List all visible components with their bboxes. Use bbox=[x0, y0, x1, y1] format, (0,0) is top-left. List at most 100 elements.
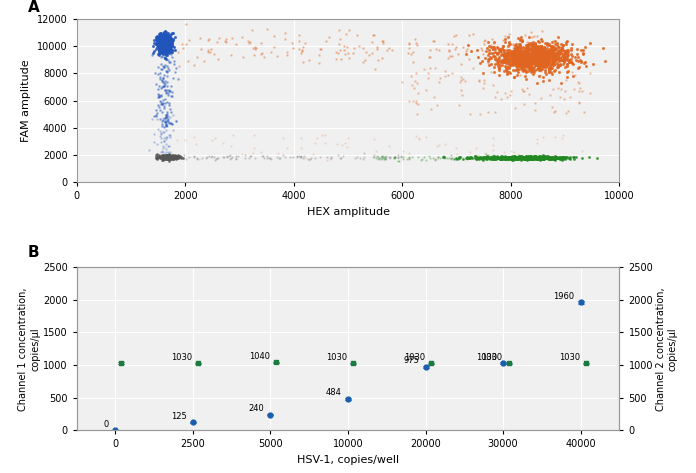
Point bbox=[454, 153, 466, 161]
Point bbox=[538, 73, 549, 80]
Point bbox=[550, 155, 561, 162]
Point bbox=[541, 47, 553, 55]
Point bbox=[577, 51, 588, 58]
Point bbox=[182, 57, 193, 65]
Point bbox=[389, 154, 400, 162]
Point bbox=[531, 155, 542, 162]
Point bbox=[529, 52, 540, 59]
Point bbox=[547, 153, 558, 161]
Point bbox=[544, 76, 555, 84]
Point bbox=[492, 154, 503, 161]
Point bbox=[539, 49, 550, 56]
Point bbox=[540, 154, 551, 161]
Point bbox=[518, 50, 529, 57]
Point bbox=[516, 153, 528, 160]
Point bbox=[555, 154, 566, 162]
Point bbox=[163, 35, 174, 43]
Point bbox=[512, 154, 523, 162]
Point bbox=[159, 34, 170, 41]
Point bbox=[522, 44, 533, 52]
Point bbox=[553, 51, 564, 58]
Point bbox=[159, 35, 170, 42]
Point bbox=[526, 61, 537, 68]
Point bbox=[519, 31, 530, 38]
Point bbox=[477, 70, 489, 77]
Point bbox=[159, 42, 170, 49]
Point bbox=[159, 36, 170, 44]
Point bbox=[489, 155, 500, 163]
Point bbox=[515, 48, 526, 55]
Point bbox=[469, 152, 480, 160]
Point bbox=[325, 153, 336, 161]
Point bbox=[507, 154, 518, 161]
Point bbox=[525, 59, 537, 66]
Point bbox=[475, 155, 486, 162]
Point bbox=[512, 46, 523, 54]
Point bbox=[158, 123, 169, 131]
Point bbox=[155, 32, 166, 40]
Point bbox=[597, 44, 608, 52]
Point bbox=[523, 60, 534, 67]
Point bbox=[162, 91, 173, 98]
Point bbox=[528, 154, 539, 161]
Point bbox=[159, 35, 171, 42]
Point bbox=[493, 71, 505, 79]
Point bbox=[161, 45, 172, 53]
Point bbox=[157, 43, 168, 50]
Point bbox=[156, 42, 167, 49]
Point bbox=[445, 52, 456, 60]
Point bbox=[522, 62, 533, 70]
Point bbox=[514, 40, 525, 47]
Point bbox=[525, 50, 537, 57]
Point bbox=[160, 77, 171, 84]
Point bbox=[515, 43, 526, 50]
Point bbox=[543, 50, 554, 57]
Point bbox=[506, 61, 517, 68]
Point bbox=[492, 49, 503, 56]
Point bbox=[158, 44, 169, 52]
Point bbox=[157, 153, 168, 160]
Point bbox=[487, 44, 498, 51]
Point bbox=[170, 33, 181, 41]
Point bbox=[160, 42, 171, 50]
Point bbox=[542, 56, 553, 64]
Point bbox=[541, 49, 552, 56]
Point bbox=[541, 57, 552, 64]
Point bbox=[501, 56, 512, 63]
Point bbox=[500, 65, 512, 72]
Point bbox=[201, 153, 212, 161]
Point bbox=[542, 57, 553, 64]
Point bbox=[530, 153, 541, 160]
Point bbox=[155, 30, 166, 37]
Point bbox=[157, 66, 168, 73]
Point bbox=[429, 93, 440, 100]
Point bbox=[493, 65, 505, 72]
Point bbox=[501, 70, 512, 77]
Point bbox=[165, 49, 176, 56]
Point bbox=[518, 153, 529, 160]
Point bbox=[514, 153, 525, 160]
Point bbox=[232, 152, 243, 160]
Point bbox=[160, 45, 171, 53]
Point bbox=[498, 36, 509, 44]
Point bbox=[503, 155, 514, 162]
Point bbox=[513, 154, 524, 161]
Point bbox=[166, 153, 177, 160]
Point bbox=[536, 155, 547, 162]
Point bbox=[487, 134, 498, 141]
Point bbox=[160, 40, 171, 47]
Point bbox=[548, 46, 559, 53]
Point bbox=[481, 154, 492, 162]
Point bbox=[523, 156, 535, 163]
Point bbox=[514, 55, 525, 63]
Point bbox=[557, 153, 569, 160]
Point bbox=[539, 46, 550, 54]
Point bbox=[537, 153, 548, 161]
Point bbox=[409, 78, 420, 85]
Point bbox=[529, 46, 540, 53]
Point bbox=[155, 40, 166, 47]
Point bbox=[296, 47, 308, 55]
Point bbox=[423, 53, 434, 61]
Point bbox=[509, 48, 520, 55]
Point bbox=[173, 75, 184, 83]
